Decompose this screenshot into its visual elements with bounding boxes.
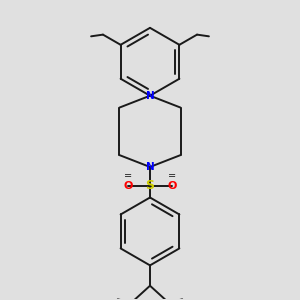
Text: O: O [167, 181, 177, 190]
Text: =: = [168, 171, 176, 181]
Text: S: S [146, 179, 154, 192]
Text: O: O [123, 181, 133, 190]
Text: =: = [124, 171, 132, 181]
Text: N: N [146, 91, 154, 101]
Text: N: N [146, 162, 154, 172]
